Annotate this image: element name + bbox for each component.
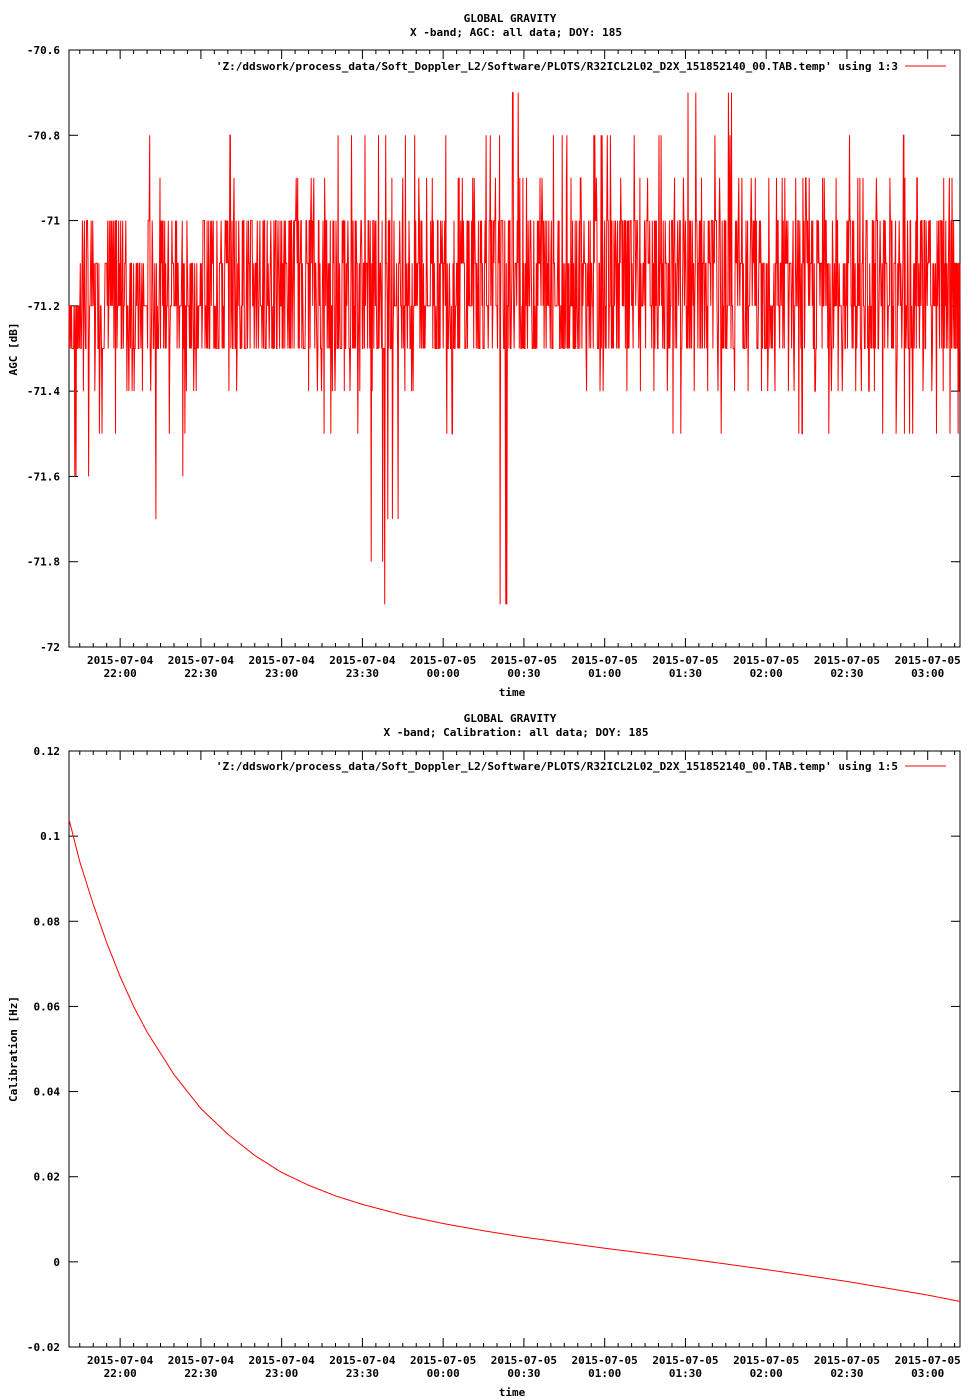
y-tick-labels: 0.12 0.1 0.08 0.06 0.04 0.02 0 -0.02 xyxy=(27,745,60,1354)
x-tick-date: 2015-07-04 xyxy=(329,654,396,667)
y-tick-label: 0 xyxy=(53,1256,60,1269)
x-tick-time: 02:00 xyxy=(750,667,783,680)
x-tick-time: 02:30 xyxy=(830,667,863,680)
chart-title: GLOBAL GRAVITY xyxy=(464,712,557,725)
x-tick-date: 2015-07-04 xyxy=(87,1354,154,1367)
x-tick-date: 2015-07-04 xyxy=(168,654,235,667)
x-tick-time: 22:00 xyxy=(104,1367,137,1380)
y-tick-label: 0.02 xyxy=(34,1171,61,1184)
x-tick-date: 2015-07-04 xyxy=(87,654,154,667)
y-tick-label: -72 xyxy=(40,641,60,654)
chart-subtitle: X -band; AGC: all data; DOY: 185 xyxy=(410,26,622,39)
chart-title: GLOBAL GRAVITY xyxy=(464,12,557,25)
x-tick-time: 01:30 xyxy=(669,1367,702,1380)
x-tick-date: 2015-07-05 xyxy=(652,1354,718,1367)
x-tick-time: 01:00 xyxy=(588,1367,621,1380)
legend-label: 'Z:/ddswork/process_data/Soft_Doppler_L2… xyxy=(216,760,898,773)
x-tick-date: 2015-07-04 xyxy=(168,1354,235,1367)
x-tick-date: 2015-07-04 xyxy=(249,654,316,667)
y-tick-label: -70.8 xyxy=(27,129,60,142)
y-tick-label: 0.08 xyxy=(34,915,61,928)
y-tick-label: -70.6 xyxy=(27,44,60,57)
x-tick-date: 2015-07-05 xyxy=(491,1354,557,1367)
y-tick-labels: -70.6 -70.8 -71 -71.2 -71.4 -71.6 -71.8 … xyxy=(27,44,60,654)
x-axis-label: time xyxy=(499,1386,526,1399)
x-tick-time: 23:30 xyxy=(346,1367,379,1380)
x-tick-time: 00:30 xyxy=(507,667,540,680)
chart-subtitle: X -band; Calibration: all data; DOY: 185 xyxy=(384,726,649,739)
y-tick-label: 0.1 xyxy=(40,830,60,843)
x-tick-date: 2015-07-05 xyxy=(733,654,799,667)
y-axis-label: AGC [dB] xyxy=(7,323,20,376)
x-tick-time: 23:00 xyxy=(265,667,298,680)
calibration-series-line xyxy=(68,818,961,1302)
x-tick-time: 00:00 xyxy=(427,1367,460,1380)
y-tick-label: 0.04 xyxy=(34,1086,61,1099)
x-tick-date: 2015-07-04 xyxy=(329,1354,396,1367)
calibration-chart: GLOBAL GRAVITY X -band; Calibration: all… xyxy=(7,712,961,1399)
x-tick-time: 22:30 xyxy=(184,1367,217,1380)
x-tick-time: 00:00 xyxy=(427,667,460,680)
y-tick-label: -71.2 xyxy=(27,300,60,313)
x-tick-time: 22:30 xyxy=(184,667,217,680)
x-tick-time: 01:00 xyxy=(588,667,621,680)
x-tick-time: 02:00 xyxy=(750,1367,783,1380)
x-tick-time: 03:00 xyxy=(911,667,944,680)
y-tick-label: -71 xyxy=(40,215,60,228)
y-tick-label: 0.12 xyxy=(34,745,61,758)
x-tick-date: 2015-07-05 xyxy=(895,1354,961,1367)
y-tick-label: -0.02 xyxy=(27,1341,60,1354)
x-tick-date: 2015-07-05 xyxy=(814,654,880,667)
x-tick-date: 2015-07-05 xyxy=(733,1354,799,1367)
agc-series-line xyxy=(68,92,961,605)
x-tick-date: 2015-07-05 xyxy=(410,1354,476,1367)
x-tick-date: 2015-07-05 xyxy=(572,1354,638,1367)
x-axis-label: time xyxy=(499,686,526,699)
x-tick-date: 2015-07-05 xyxy=(491,654,557,667)
x-tick-time: 23:00 xyxy=(265,1367,298,1380)
y-tick-label: -71.4 xyxy=(27,385,60,398)
legend-label: 'Z:/ddswork/process_data/Soft_Doppler_L2… xyxy=(216,60,898,73)
x-tick-date: 2015-07-05 xyxy=(410,654,476,667)
x-tick-time: 01:30 xyxy=(669,667,702,680)
x-tick-date: 2015-07-05 xyxy=(895,654,961,667)
x-tick-time: 23:30 xyxy=(346,667,379,680)
x-tick-labels: 2015-07-04 22:00 2015-07-04 22:30 2015-0… xyxy=(87,1354,961,1380)
agc-chart: GLOBAL GRAVITY X -band; AGC: all data; D… xyxy=(7,12,961,699)
x-tick-date: 2015-07-05 xyxy=(572,654,638,667)
x-tick-time: 22:00 xyxy=(104,667,137,680)
y-tick-label: -71.8 xyxy=(27,556,60,569)
x-tick-time: 00:30 xyxy=(507,1367,540,1380)
x-tick-date: 2015-07-05 xyxy=(814,1354,880,1367)
y-tick-label: -71.6 xyxy=(27,470,60,483)
x-tick-date: 2015-07-05 xyxy=(652,654,718,667)
x-tick-time: 03:00 xyxy=(911,1367,944,1380)
x-tick-time: 02:30 xyxy=(830,1367,863,1380)
y-axis-label: Calibration [Hz] xyxy=(7,996,20,1102)
x-tick-date: 2015-07-04 xyxy=(249,1354,316,1367)
plot-frame xyxy=(68,750,961,1348)
x-tick-labels: 2015-07-04 22:00 2015-07-04 22:30 2015-0… xyxy=(87,654,961,680)
y-tick-label: 0.06 xyxy=(34,1000,61,1013)
